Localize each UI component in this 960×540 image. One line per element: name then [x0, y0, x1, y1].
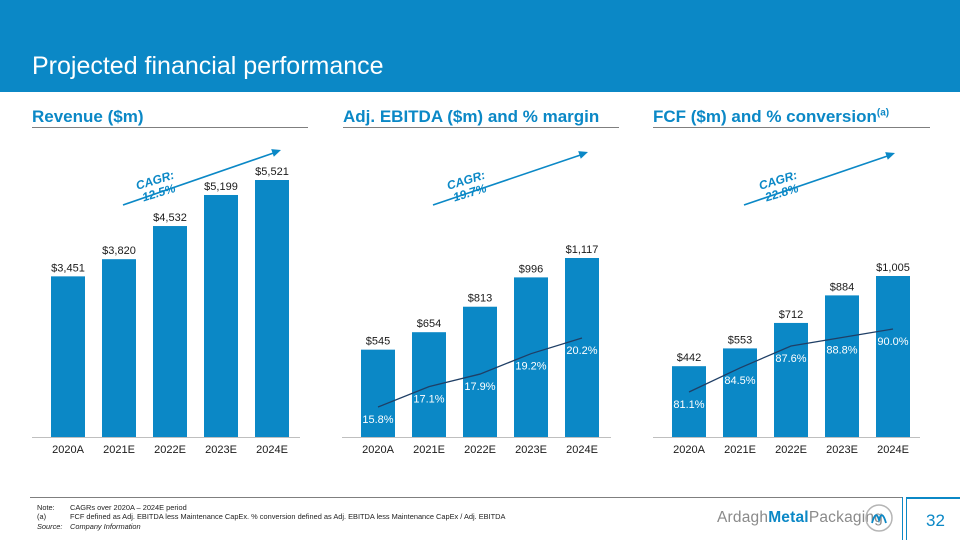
bar: [153, 226, 187, 437]
bar: [774, 322, 808, 437]
bar: [463, 306, 497, 437]
bar: [565, 258, 599, 437]
bar-value-label: $813: [468, 293, 492, 305]
bar: [255, 180, 289, 437]
bar-value-label: $5,521: [255, 166, 289, 178]
x-tick-label: 2020A: [52, 444, 84, 456]
percent-label: 17.9%: [464, 381, 495, 393]
footnote-row: (a) FCF defined as Adj. EBITDA less Maint…: [37, 512, 506, 522]
trend-arrow-head: [578, 151, 588, 159]
x-tick-label: 2023E: [515, 444, 547, 456]
x-tick-label: 2020A: [673, 444, 705, 456]
bar-value-label: $5,199: [204, 181, 238, 193]
bar: [825, 295, 859, 437]
bar-value-label: $654: [417, 318, 441, 330]
panel-rule: [32, 127, 308, 128]
x-tick-label: 2023E: [205, 444, 237, 456]
cagr-annotation: CAGR:22.8%: [757, 168, 800, 205]
footer-divider: [902, 497, 903, 540]
bar: [514, 277, 548, 437]
percent-label: 20.2%: [566, 345, 597, 357]
x-tick-label: 2024E: [566, 444, 598, 456]
percent-line: [377, 337, 583, 408]
percent-line: [688, 328, 894, 393]
bar-value-label: $712: [779, 309, 803, 321]
percent-label: 90.0%: [877, 336, 908, 348]
trend-arrow: [432, 153, 583, 206]
footer-divider: [30, 497, 902, 498]
x-tick-label: 2022E: [154, 444, 186, 456]
bar: [51, 276, 85, 437]
bar-value-label: $3,820: [102, 245, 136, 257]
bar-value-label: $3,451: [51, 262, 85, 274]
x-tick-label: 2024E: [877, 444, 909, 456]
panel-rule: [653, 127, 930, 128]
bar: [204, 194, 238, 437]
x-tick-label: 2022E: [464, 444, 496, 456]
bar: [412, 332, 446, 437]
footnotes: Note: CAGRs over 2020A – 2024E period (a)…: [37, 503, 505, 531]
bar-value-label: $545: [366, 336, 390, 348]
panel-rule: [343, 127, 619, 128]
percent-label: 19.2%: [515, 361, 546, 373]
x-tick-label: 2021E: [103, 444, 135, 456]
percent-label: 88.8%: [826, 344, 857, 356]
trend-arrow-head: [271, 149, 281, 157]
bar: [672, 366, 706, 437]
company-logo-icon: [865, 504, 893, 532]
company-wordmark: ArdaghMetalPackaging: [717, 509, 883, 526]
x-tick-label: 2020A: [362, 444, 394, 456]
trend-arrow-head: [885, 152, 895, 160]
x-tick-label: 2022E: [775, 444, 807, 456]
bar-value-label: $996: [519, 263, 543, 275]
percent-label: 17.1%: [413, 394, 444, 406]
percent-label: 81.1%: [673, 399, 704, 411]
percent-label: 87.6%: [775, 353, 806, 365]
bar-value-label: $553: [728, 334, 752, 346]
bar: [723, 348, 757, 437]
percent-label: 15.8%: [362, 414, 393, 426]
panel-title-ebitda: Adj. EBITDA ($m) and % margin: [343, 107, 600, 126]
cagr-annotation: CAGR:19.7%: [445, 168, 488, 205]
bar-value-label: $4,532: [153, 212, 187, 224]
trend-arrow: [743, 154, 890, 206]
footer-divider: [906, 497, 907, 540]
page-number: 32: [926, 511, 945, 530]
panel-title-fcf: FCF ($m) and % conversion(a): [653, 107, 890, 126]
x-tick-label: 2021E: [413, 444, 445, 456]
percent-label: 84.5%: [724, 375, 755, 387]
bar-value-label: $1,117: [566, 244, 599, 256]
header-bar: Projected financial performance: [0, 0, 960, 92]
bar: [102, 259, 136, 437]
bar-value-label: $442: [677, 352, 701, 364]
footnote-row: Source: Company Information: [37, 521, 141, 531]
bar: [361, 349, 395, 437]
footnote-row: Note: CAGRs over 2020A – 2024E period: [37, 503, 187, 512]
x-tick-label: 2023E: [826, 444, 858, 456]
bar: [876, 276, 910, 437]
trend-arrow: [122, 151, 276, 206]
footer-divider: [906, 497, 960, 499]
page-title: Projected financial performance: [32, 52, 384, 80]
x-tick-label: 2024E: [256, 444, 288, 456]
bar-value-label: $884: [830, 281, 854, 293]
x-tick-label: 2021E: [724, 444, 756, 456]
panel-title-revenue: Revenue ($m): [32, 107, 144, 126]
bar-value-label: $1,005: [876, 262, 910, 274]
